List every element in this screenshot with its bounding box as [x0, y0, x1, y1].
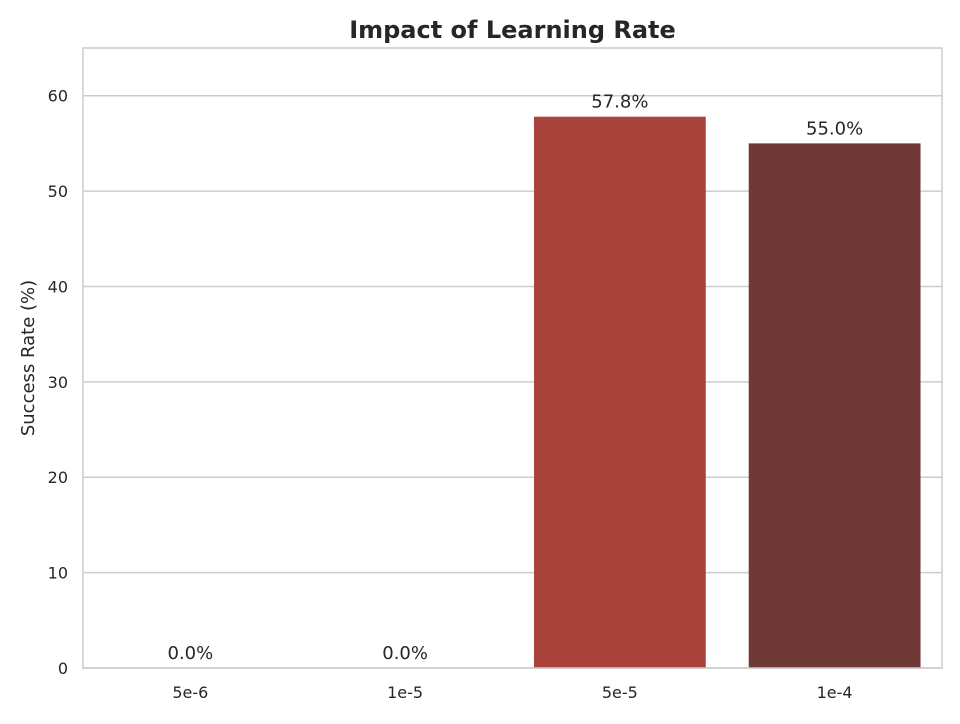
- bar-value-label: 0.0%: [168, 643, 214, 664]
- bar-5e-5: [533, 116, 706, 668]
- gridlines: [83, 94, 942, 669]
- x-tick-label: 5e-6: [172, 683, 208, 702]
- bars: [533, 116, 921, 668]
- bar-value-label: 55.0%: [806, 118, 863, 139]
- y-tick-label: 20: [48, 468, 68, 487]
- y-axis-ticks: 0 10 20 30 40 50 60: [48, 87, 68, 678]
- bar-value-label: 57.8%: [591, 92, 648, 113]
- y-tick-label: 50: [48, 182, 68, 201]
- y-tick-label: 0: [58, 659, 68, 678]
- y-tick-label: 40: [48, 277, 68, 296]
- x-axis-ticks: 5e-6 1e-5 5e-5 1e-4: [172, 683, 852, 702]
- x-tick-label: 5e-5: [602, 683, 638, 702]
- chart-title: Impact of Learning Rate: [349, 16, 676, 44]
- x-tick-label: 1e-4: [817, 683, 853, 702]
- y-tick-label: 30: [48, 373, 68, 392]
- y-tick-label: 60: [48, 87, 68, 106]
- y-axis-label: Success Rate (%): [18, 280, 39, 436]
- bar-value-label: 0.0%: [382, 643, 428, 664]
- bar-1e-4: [748, 143, 921, 668]
- y-tick-label: 10: [48, 564, 68, 583]
- bar-value-labels: 0.0% 0.0% 57.8% 55.0%: [168, 92, 864, 664]
- plot-frame: [82, 47, 943, 669]
- x-tick-label: 1e-5: [387, 683, 423, 702]
